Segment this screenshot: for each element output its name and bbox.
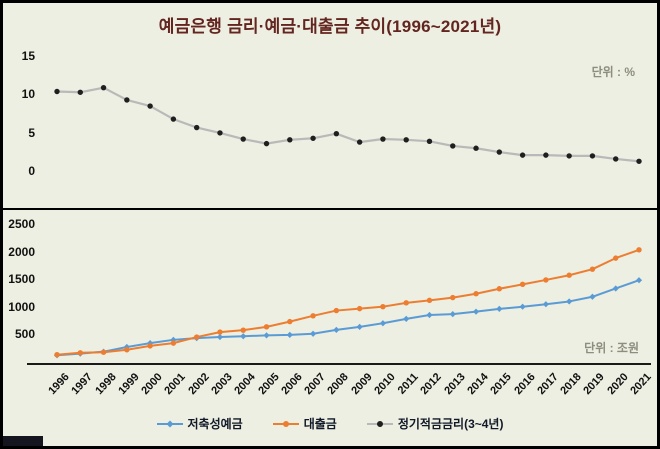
deposits-marker [543, 301, 549, 307]
loans-marker [54, 352, 59, 357]
loans-marker [287, 319, 292, 324]
legend-item-deposits: 저축성예금 [157, 415, 243, 432]
rate-marker [497, 149, 502, 154]
deposits-marker [287, 332, 293, 338]
deposits-legend-marker-icon [157, 418, 183, 430]
loans-marker [520, 282, 525, 287]
loans-marker [497, 286, 502, 291]
rate-marker [357, 139, 362, 144]
loans-marker [404, 300, 409, 305]
loans-marker [543, 277, 548, 282]
rate-marker [380, 136, 385, 141]
loans-marker [427, 298, 432, 303]
deposits-marker [333, 327, 339, 333]
rate-marker [566, 153, 571, 158]
loans-legend-marker-icon [273, 418, 299, 430]
rate-line [57, 88, 639, 162]
loans-line [57, 250, 639, 355]
legend: 저축성예금 대출금 정기적금금리(3~4년) [3, 415, 657, 432]
deposits-marker [403, 316, 409, 322]
rate-marker [404, 137, 409, 142]
rate-marker [124, 97, 129, 102]
rate-marker [171, 116, 176, 121]
deposits-marker [357, 324, 363, 330]
rate-marker [450, 143, 455, 148]
loans-marker [101, 350, 106, 355]
rate-marker [543, 152, 548, 157]
deposits-marker [426, 312, 432, 318]
deposits-line [57, 280, 639, 355]
loans-marker [194, 334, 199, 339]
deposits-marker [240, 333, 246, 339]
deposits-marker [310, 331, 316, 337]
loans-marker [241, 327, 246, 332]
rate-marker [101, 85, 106, 90]
rate-marker [54, 89, 59, 94]
rate-legend-marker-icon [367, 418, 393, 430]
y-tick-label: 500 [5, 327, 35, 341]
legend-label: 정기적금금리(3~4년) [398, 415, 504, 432]
rate-marker [194, 125, 199, 130]
rate-marker [241, 136, 246, 141]
loans-marker [147, 343, 152, 348]
deposits-marker [217, 334, 223, 340]
deposits-marker [636, 277, 642, 283]
y-tick-label: 1500 [5, 272, 35, 286]
rate-marker [287, 137, 292, 142]
legend-item-rate: 정기적금금리(3~4년) [367, 415, 504, 432]
rate-marker [427, 139, 432, 144]
loans-marker [380, 304, 385, 309]
chart-page: 예금은행 금리·예금·대출금 추이(1996~2021년) 단위 : % 단위 … [0, 0, 660, 449]
y-tick-label: 0 [5, 164, 35, 178]
y-tick-label: 15 [5, 49, 35, 63]
rate-marker [473, 146, 478, 151]
loans-marker [566, 273, 571, 278]
rate-marker [147, 103, 152, 108]
deposits-marker [566, 298, 572, 304]
rate-marker [217, 130, 222, 135]
legend-label: 대출금 [304, 415, 337, 432]
deposits-marker [520, 304, 526, 310]
loans-marker [217, 329, 222, 334]
rate-marker [520, 152, 525, 157]
rate-marker [78, 90, 83, 95]
loans-marker [357, 306, 362, 311]
deposits-marker [450, 311, 456, 317]
legend-item-loans: 대출금 [273, 415, 337, 432]
y-tick-label: 1000 [5, 300, 35, 314]
deposits-marker [263, 332, 269, 338]
loans-marker [590, 266, 595, 271]
loans-marker [171, 340, 176, 345]
rate-marker [310, 136, 315, 141]
loans-marker [473, 291, 478, 296]
loans-marker [264, 324, 269, 329]
deposits-marker [473, 309, 479, 315]
y-tick-label: 10 [5, 87, 35, 101]
y-tick-label: 2500 [5, 217, 35, 231]
loans-marker [636, 247, 641, 252]
y-tick-label: 2000 [5, 245, 35, 259]
deposits-marker [589, 294, 595, 300]
legend-label: 저축성예금 [188, 415, 243, 432]
deposits-marker [496, 306, 502, 312]
rate-marker [636, 159, 641, 164]
deposits-marker [613, 285, 619, 291]
deposits-marker [380, 320, 386, 326]
loans-marker [334, 308, 339, 313]
loans-marker [450, 295, 455, 300]
loans-marker [78, 350, 83, 355]
rate-marker [334, 131, 339, 136]
y-tick-label: 5 [5, 126, 35, 140]
loans-marker [124, 347, 129, 352]
loans-marker [310, 313, 315, 318]
rate-marker [613, 156, 618, 161]
loans-marker [613, 255, 618, 260]
rate-marker [264, 141, 269, 146]
rate-marker [590, 153, 595, 158]
